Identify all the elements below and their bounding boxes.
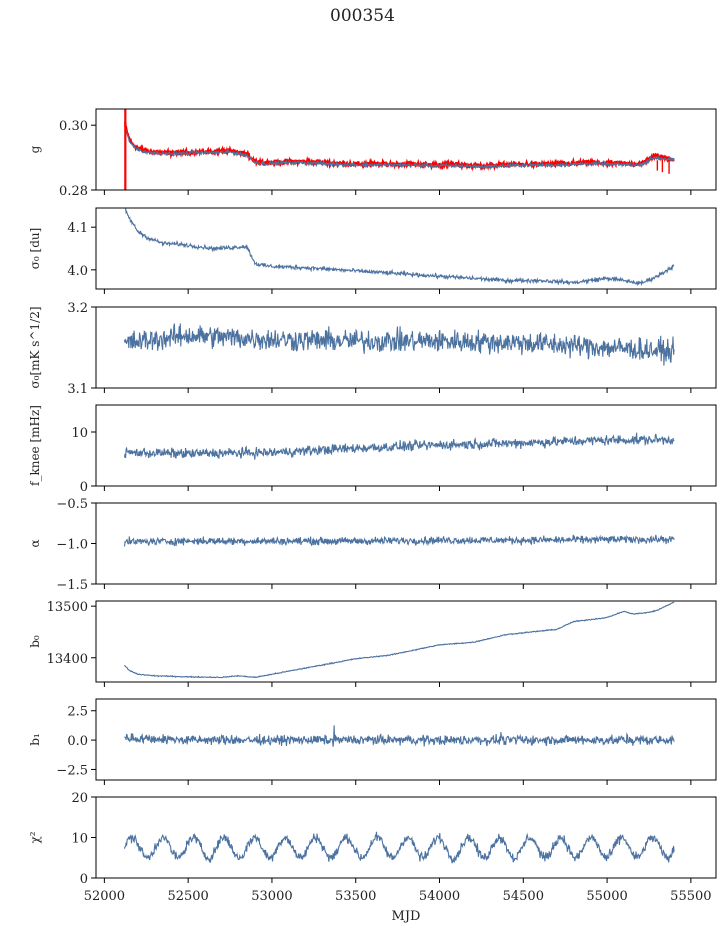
ytick-label-alpha: −0.5 (56, 497, 88, 512)
xtick-label: 54500 (503, 889, 544, 904)
ytick-label-sigma0-mk: 3.1 (67, 382, 88, 397)
xtick-label: 55500 (670, 889, 711, 904)
ylabel-b1: b₁ (28, 733, 42, 746)
xtick-label: 55000 (586, 889, 627, 904)
ytick-label-b1: 0.0 (67, 734, 88, 749)
ytick-label-b1: −2.5 (56, 763, 88, 778)
series-line-b1-0 (124, 725, 675, 747)
ylabel-b0: b₀ (28, 635, 42, 648)
axes-frame-sigma0-du (95, 207, 717, 290)
axes-frame-fknee (95, 404, 717, 487)
series-line-b0-0 (124, 601, 675, 679)
axes-frame-alpha (95, 502, 717, 585)
ytick-label-g: 0.30 (59, 119, 88, 134)
axes-frame-b0 (95, 600, 717, 683)
ylabel-alpha: α (28, 539, 42, 547)
ylabel-g: g (28, 145, 42, 153)
ytick-label-fknee: 0 (80, 480, 88, 495)
series-line-chi2-0 (123, 831, 675, 864)
xtick-label: 53500 (335, 889, 376, 904)
xtick-label: 53000 (251, 889, 292, 904)
ytick-label-chi2: 20 (71, 791, 88, 806)
ytick-label-g: 0.28 (59, 184, 88, 199)
axes-frame-sigma0-mk (95, 306, 717, 389)
ylabel-chi2: χ² (28, 831, 42, 843)
series-line-g-1 (123, 125, 675, 171)
ytick-label-b0: 13500 (47, 600, 88, 615)
ytick-label-alpha: −1.0 (56, 538, 88, 553)
ylabel-sigma0-mk: σ₀[mK s^1/2] (28, 306, 42, 388)
ytick-label-alpha: −1.5 (56, 578, 88, 593)
ytick-label-fknee: 10 (71, 426, 88, 441)
series-line-g-0 (123, 120, 675, 172)
ytick-label-sigma0-du: 4.0 (67, 264, 88, 279)
ylabel-sigma0-du: σ₀ [du] (28, 228, 42, 270)
ytick-label-chi2: 0 (80, 872, 88, 887)
figure-title: 000354 (330, 6, 395, 26)
series-line-fknee-0 (123, 432, 675, 460)
ytick-label-sigma0-mk: 3.2 (67, 301, 88, 316)
ytick-label-sigma0-du: 4.1 (67, 221, 88, 236)
ytick-label-b0: 13400 (47, 652, 88, 667)
series-line-sigma0-du-0 (124, 208, 675, 287)
series-line-alpha-0 (123, 534, 675, 547)
axes-frame-g (95, 108, 717, 191)
series-line-sigma0-mk-0 (123, 323, 675, 366)
ytick-label-b1: 2.5 (67, 705, 88, 720)
xtick-label: 54000 (419, 889, 460, 904)
ytick-label-chi2: 10 (71, 832, 88, 847)
xtick-label: 52500 (167, 889, 208, 904)
axes-frame-b1 (95, 698, 717, 781)
ylabel-fknee: f_knee [mHz] (28, 405, 42, 486)
x-axis-label: MJD (392, 909, 421, 924)
xtick-label: 52000 (84, 889, 125, 904)
